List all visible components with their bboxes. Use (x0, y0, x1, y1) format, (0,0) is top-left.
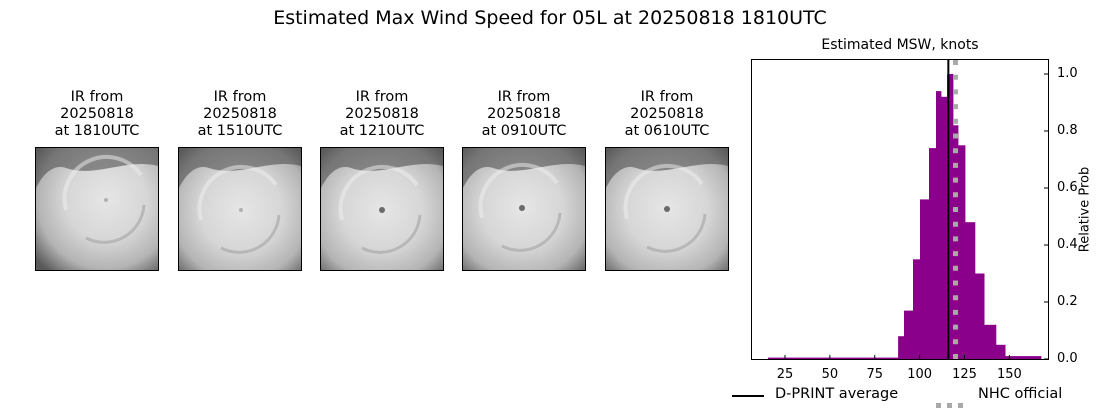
ir-satellite-image (35, 147, 159, 271)
ir-image-title: IR from 20250818 at 1510UTC (197, 89, 283, 139)
histogram-bar (947, 74, 954, 359)
histogram-bar (995, 344, 1006, 360)
ir-satellite-image (462, 147, 586, 271)
ir-satellite-image (178, 147, 302, 271)
histogram-bar (920, 199, 930, 359)
histogram-bar (1005, 356, 1042, 359)
ir-image-title: IR from 20250818 at 1210UTC (339, 89, 425, 139)
dprint-legend-label: D-PRINT average (775, 386, 899, 402)
histogram-bar (767, 357, 899, 359)
y-tick-label: 0.4 (1057, 237, 1078, 252)
nhc-legend-dotted-icon (936, 393, 968, 408)
ir-image-title: IR from 20250818 at 1810UTC (54, 89, 140, 139)
histogram-bar (974, 273, 985, 359)
y-axis-label: Relative Prob (1077, 166, 1093, 253)
y-tick-label: 0.8 (1057, 123, 1078, 138)
x-tick-label: 100 (907, 367, 933, 382)
x-tick-label: 150 (996, 367, 1022, 382)
histogram-bar (984, 324, 997, 359)
histogram-bar (913, 259, 921, 360)
histogram-plot (767, 60, 1048, 360)
histogram-bar (953, 125, 959, 359)
histogram-bar (936, 91, 942, 359)
x-tick-label: 25 (776, 367, 794, 382)
ir-image-title: IR from 20250818 at 0610UTC (624, 89, 710, 139)
histogram-axes (751, 59, 1049, 360)
ir-image-title: IR from 20250818 at 0910UTC (481, 89, 567, 139)
legend: D-PRINT average NHC official (730, 386, 1100, 408)
x-tick-label: 125 (952, 367, 977, 382)
x-tick-label: 75 (866, 367, 884, 382)
chart-title: Estimated MSW, knots (821, 37, 979, 53)
y-tick-label: 0.2 (1057, 294, 1078, 309)
histogram-bar (929, 148, 937, 359)
x-tick-label: 50 (821, 367, 839, 382)
y-tick-label: 1.0 (1057, 66, 1078, 81)
y-tick-label: 0.0 (1057, 351, 1078, 366)
ir-satellite-image (605, 147, 729, 271)
ir-satellite-image (320, 147, 444, 271)
histogram-bar (941, 96, 948, 360)
figure-title: Estimated Max Wind Speed for 05L at 2025… (273, 7, 827, 29)
dprint-legend-line-icon (732, 395, 764, 397)
histogram-bar (904, 310, 914, 359)
histogram-bar (898, 336, 905, 359)
nhc-legend-label: NHC official (978, 386, 1063, 402)
y-tick-label: 0.6 (1057, 180, 1078, 195)
histogram-bar (958, 145, 966, 360)
histogram-bar (965, 222, 976, 359)
